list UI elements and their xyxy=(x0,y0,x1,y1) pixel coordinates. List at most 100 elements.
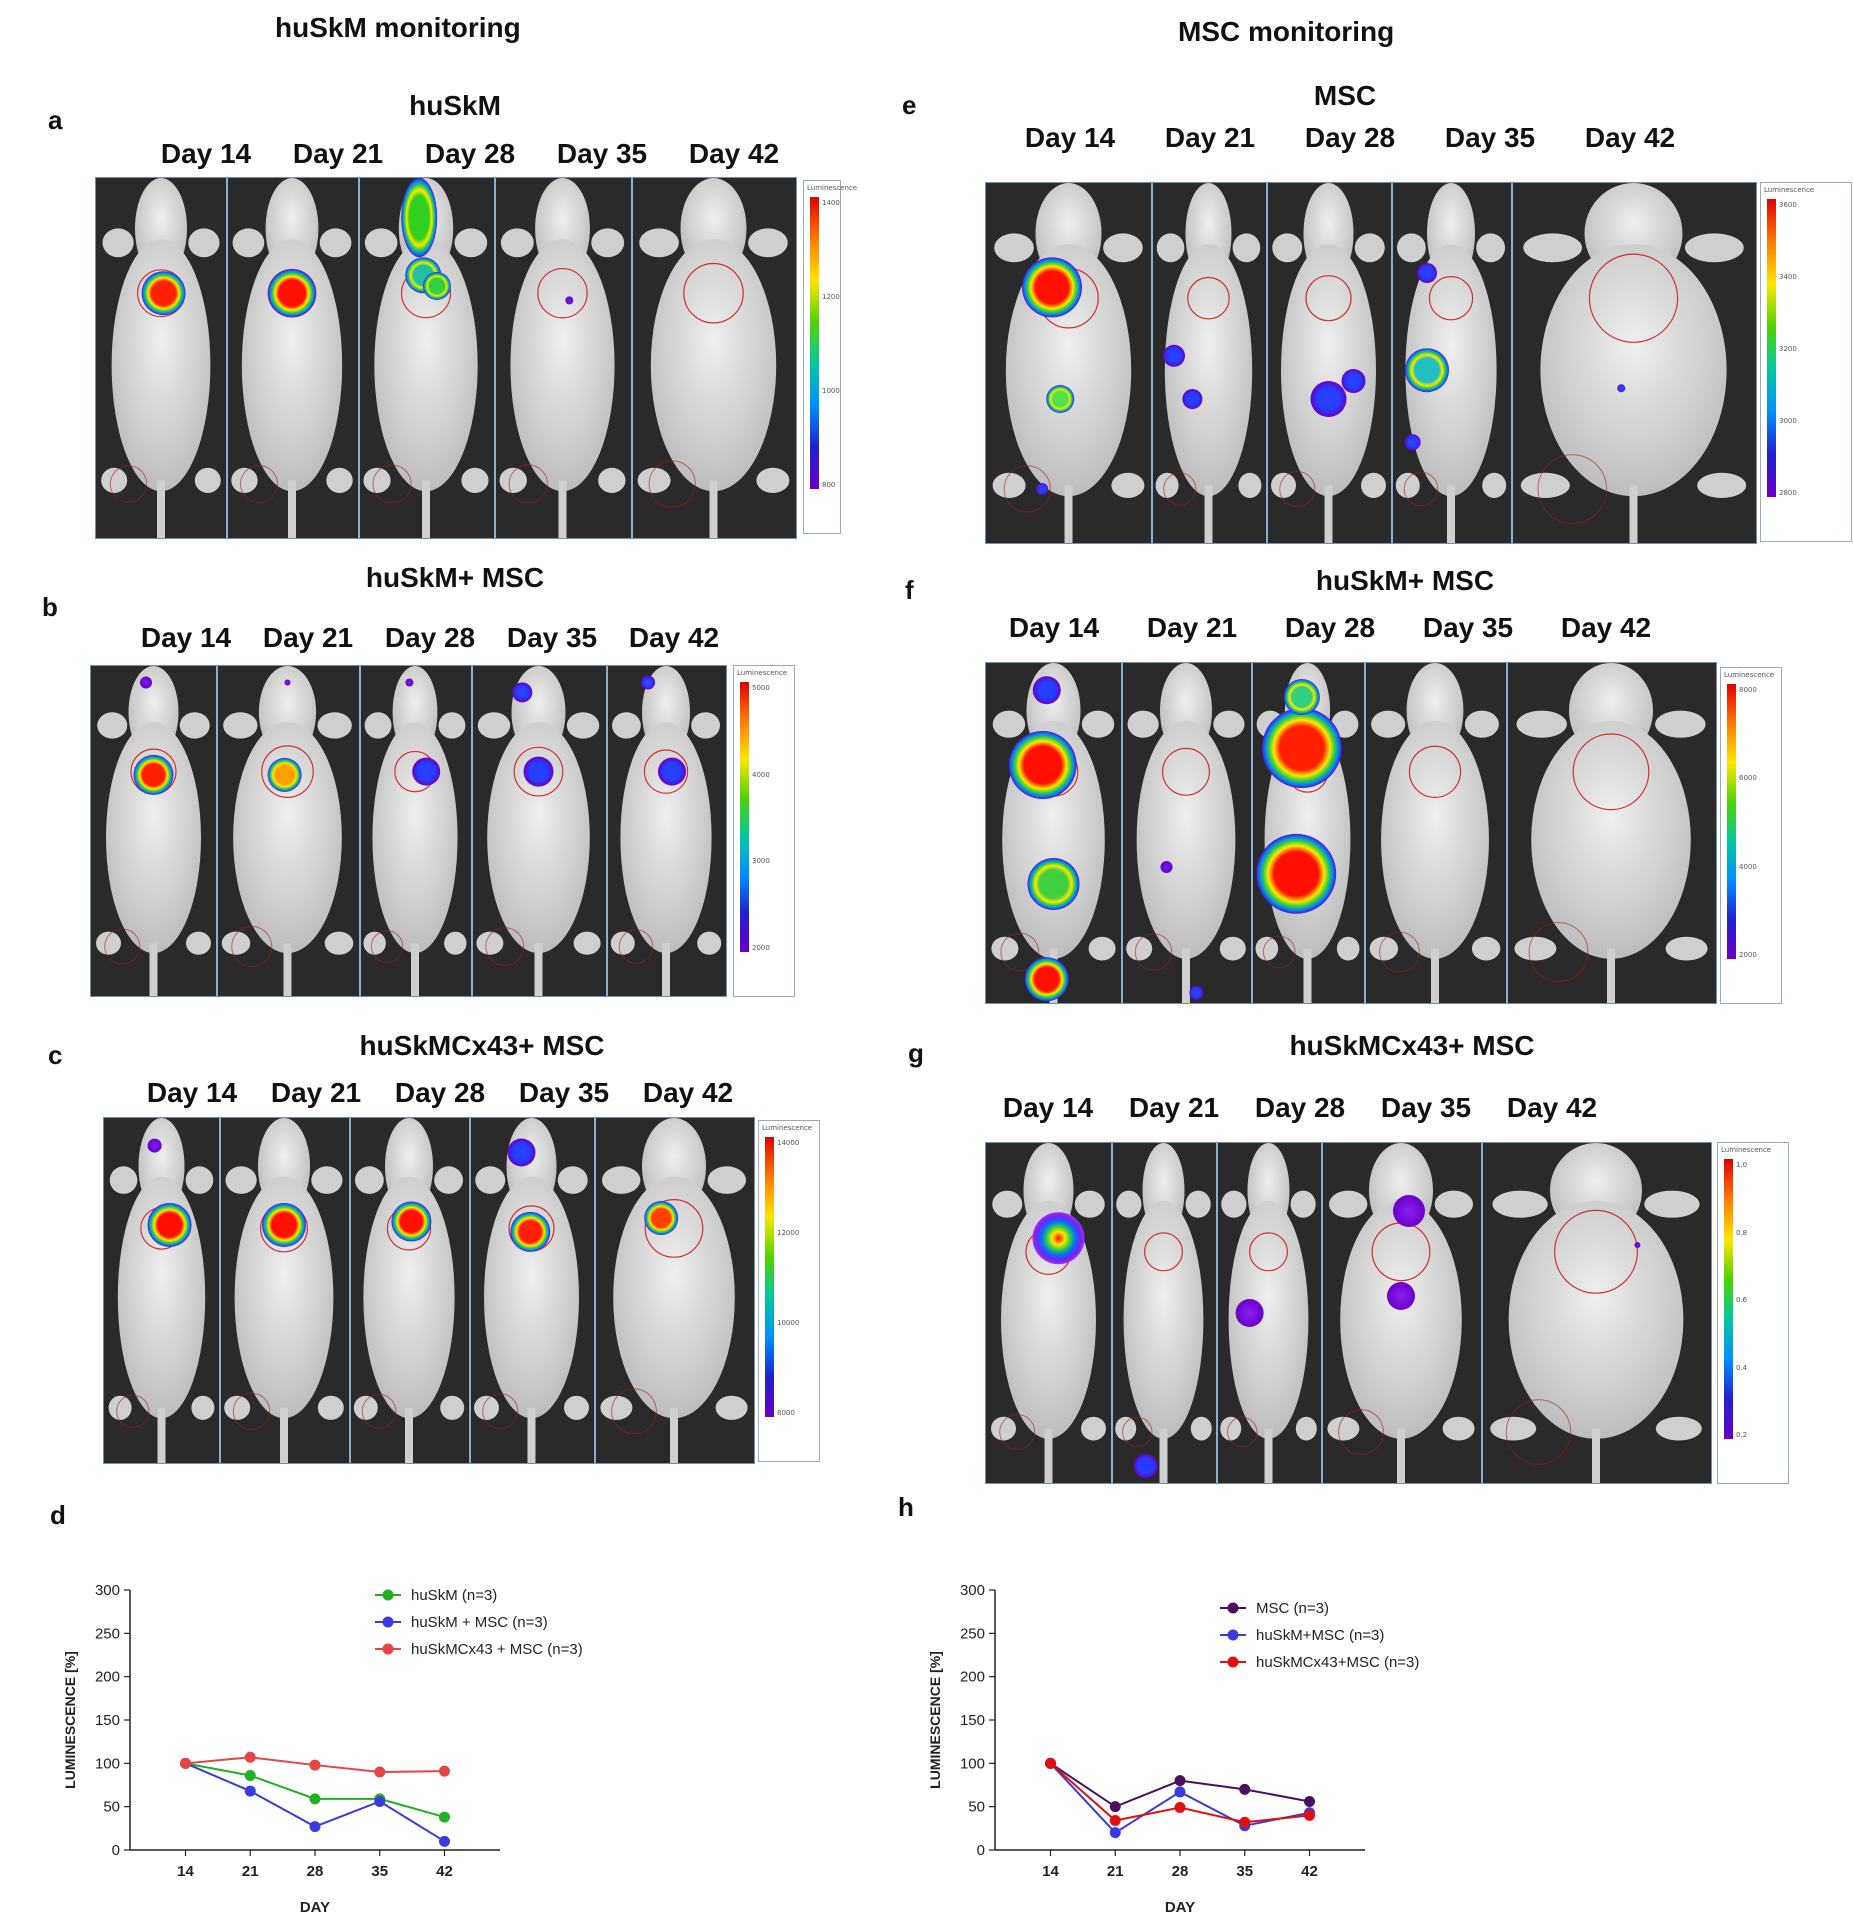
legend-entry: huSkMCx43 + MSC (n=3) xyxy=(411,1641,583,1658)
color-gradient xyxy=(765,1137,774,1417)
x-tick-label: 35 xyxy=(371,1863,388,1880)
luminescence-signal xyxy=(1163,344,1185,367)
mouse-body xyxy=(96,666,211,996)
color-gradient xyxy=(1767,199,1776,497)
day-label: Day 21 xyxy=(1164,122,1256,153)
mouse-figure xyxy=(1155,183,1262,543)
day-label: Day 28 xyxy=(394,1077,486,1108)
mouse-figure xyxy=(474,1118,589,1463)
luminescence-signal xyxy=(1182,389,1203,409)
data-point xyxy=(244,1785,256,1797)
mouse-figure xyxy=(1271,183,1386,543)
roi-circle xyxy=(372,464,412,504)
roi-circle xyxy=(104,928,141,965)
data-point xyxy=(439,1835,450,1847)
luminescence-signal xyxy=(141,271,186,316)
luminescence-signal xyxy=(1261,708,1342,788)
mouse-body xyxy=(1126,663,1246,1003)
mouse-figure xyxy=(1115,1143,1212,1483)
color-scale-tick: 3000 xyxy=(752,857,770,866)
mouse-body xyxy=(221,666,354,996)
day-label: Day 21 xyxy=(270,1077,362,1108)
color-scale-tick: 12000 xyxy=(777,1229,800,1237)
luminescence-signal xyxy=(405,678,414,687)
y-tick-label: 50 xyxy=(968,1799,985,1816)
roi-circle xyxy=(482,1393,519,1430)
mouse-image xyxy=(606,666,726,996)
mouse-body xyxy=(1514,663,1708,1003)
roi-circle xyxy=(109,465,148,503)
bli-image-strip xyxy=(985,182,1757,544)
color-scale-tick: 8000 xyxy=(1739,686,1757,694)
mouse-image xyxy=(1251,663,1366,1003)
roi-circle xyxy=(508,464,548,504)
roi-circle xyxy=(618,929,654,964)
roi-circle xyxy=(1338,1409,1384,1455)
mouse-body xyxy=(637,178,790,538)
mouse-figure xyxy=(96,666,211,996)
color-scale-tick: 0.4 xyxy=(1736,1363,1748,1372)
day-label: Day 21 xyxy=(1128,1092,1220,1123)
mouse-body xyxy=(1155,183,1262,543)
mouse-figure xyxy=(1126,663,1246,1003)
data-point xyxy=(1304,1795,1315,1807)
color-scale-tick: 800 xyxy=(822,481,836,489)
mouse-body xyxy=(353,1118,465,1463)
panel-label-b: b xyxy=(42,592,58,622)
color-gradient xyxy=(1724,1159,1733,1439)
color-scale-title: Luminescence xyxy=(762,1124,813,1132)
luminescence-signal xyxy=(412,757,441,786)
roi-circle xyxy=(231,925,273,968)
panel-label-a: a xyxy=(48,105,63,135)
mouse-image xyxy=(1111,1143,1218,1483)
roi-circle xyxy=(261,745,314,798)
color-scale-tick: 1400 xyxy=(822,199,840,207)
mouse-body xyxy=(600,1118,748,1463)
panel-label-h: h xyxy=(898,1492,914,1522)
group-title: huSkM+ MSC xyxy=(1315,565,1495,596)
mouse-image xyxy=(1364,663,1508,1003)
color-scale-tick: 4000 xyxy=(752,770,770,779)
mouse-image xyxy=(469,1118,596,1463)
luminescence-signal xyxy=(1046,385,1075,413)
roi-circle xyxy=(683,262,744,324)
chart-h: 0 50 100 150 200 250 300 14 21 28 35 42 DAY LUMINESCE… xyxy=(885,1560,1625,1920)
roi-circle xyxy=(513,746,564,797)
color-scale-tick: 3400 xyxy=(1779,273,1797,281)
legend-entry: huSkM (n=3) xyxy=(411,1587,497,1604)
mouse-figure xyxy=(1327,1143,1475,1483)
luminescence-signal xyxy=(658,757,686,786)
group-title: huSkM xyxy=(409,90,501,121)
x-tick-label: 28 xyxy=(1172,1863,1189,1880)
luminescence-signal xyxy=(1417,263,1437,283)
mouse-body xyxy=(610,666,722,996)
mouse-figure xyxy=(108,1118,215,1463)
luminescence-signal xyxy=(267,757,302,792)
y-axis-label: LUMINESCENCE [%] xyxy=(62,1651,78,1789)
data-point xyxy=(439,1811,450,1823)
mouse-body xyxy=(108,1118,215,1463)
mouse-image xyxy=(1511,183,1756,543)
mouse-image xyxy=(1151,183,1268,543)
color-scale-bar: Luminescence 14000 12000 10000 8000 xyxy=(758,1120,820,1462)
day-label: Day 14 xyxy=(160,138,252,169)
roi-circle xyxy=(1248,1232,1288,1272)
roi-circle xyxy=(485,927,525,966)
mouse-image xyxy=(1391,183,1513,543)
day-label: Day 28 xyxy=(1284,612,1376,643)
legend-entry: huSkM+MSC (n=3) xyxy=(1256,1627,1384,1644)
x-tick-label: 42 xyxy=(436,1863,453,1880)
color-scale-tick: 10000 xyxy=(777,1319,800,1327)
mouse-figure xyxy=(637,178,790,538)
mouse-image xyxy=(471,666,608,996)
luminescence-signal xyxy=(1032,676,1061,705)
color-scale-tick: 8000 xyxy=(777,1409,795,1417)
luminescence-signal xyxy=(422,272,451,300)
color-gradient xyxy=(740,682,749,952)
mouse-figure xyxy=(992,183,1145,543)
luminescence-signal xyxy=(262,1202,306,1247)
color-scale-tick: 2000 xyxy=(1739,951,1757,959)
mouse-figure xyxy=(363,178,489,538)
data-point xyxy=(1239,1816,1251,1828)
day-label: Day 35 xyxy=(518,1077,610,1108)
